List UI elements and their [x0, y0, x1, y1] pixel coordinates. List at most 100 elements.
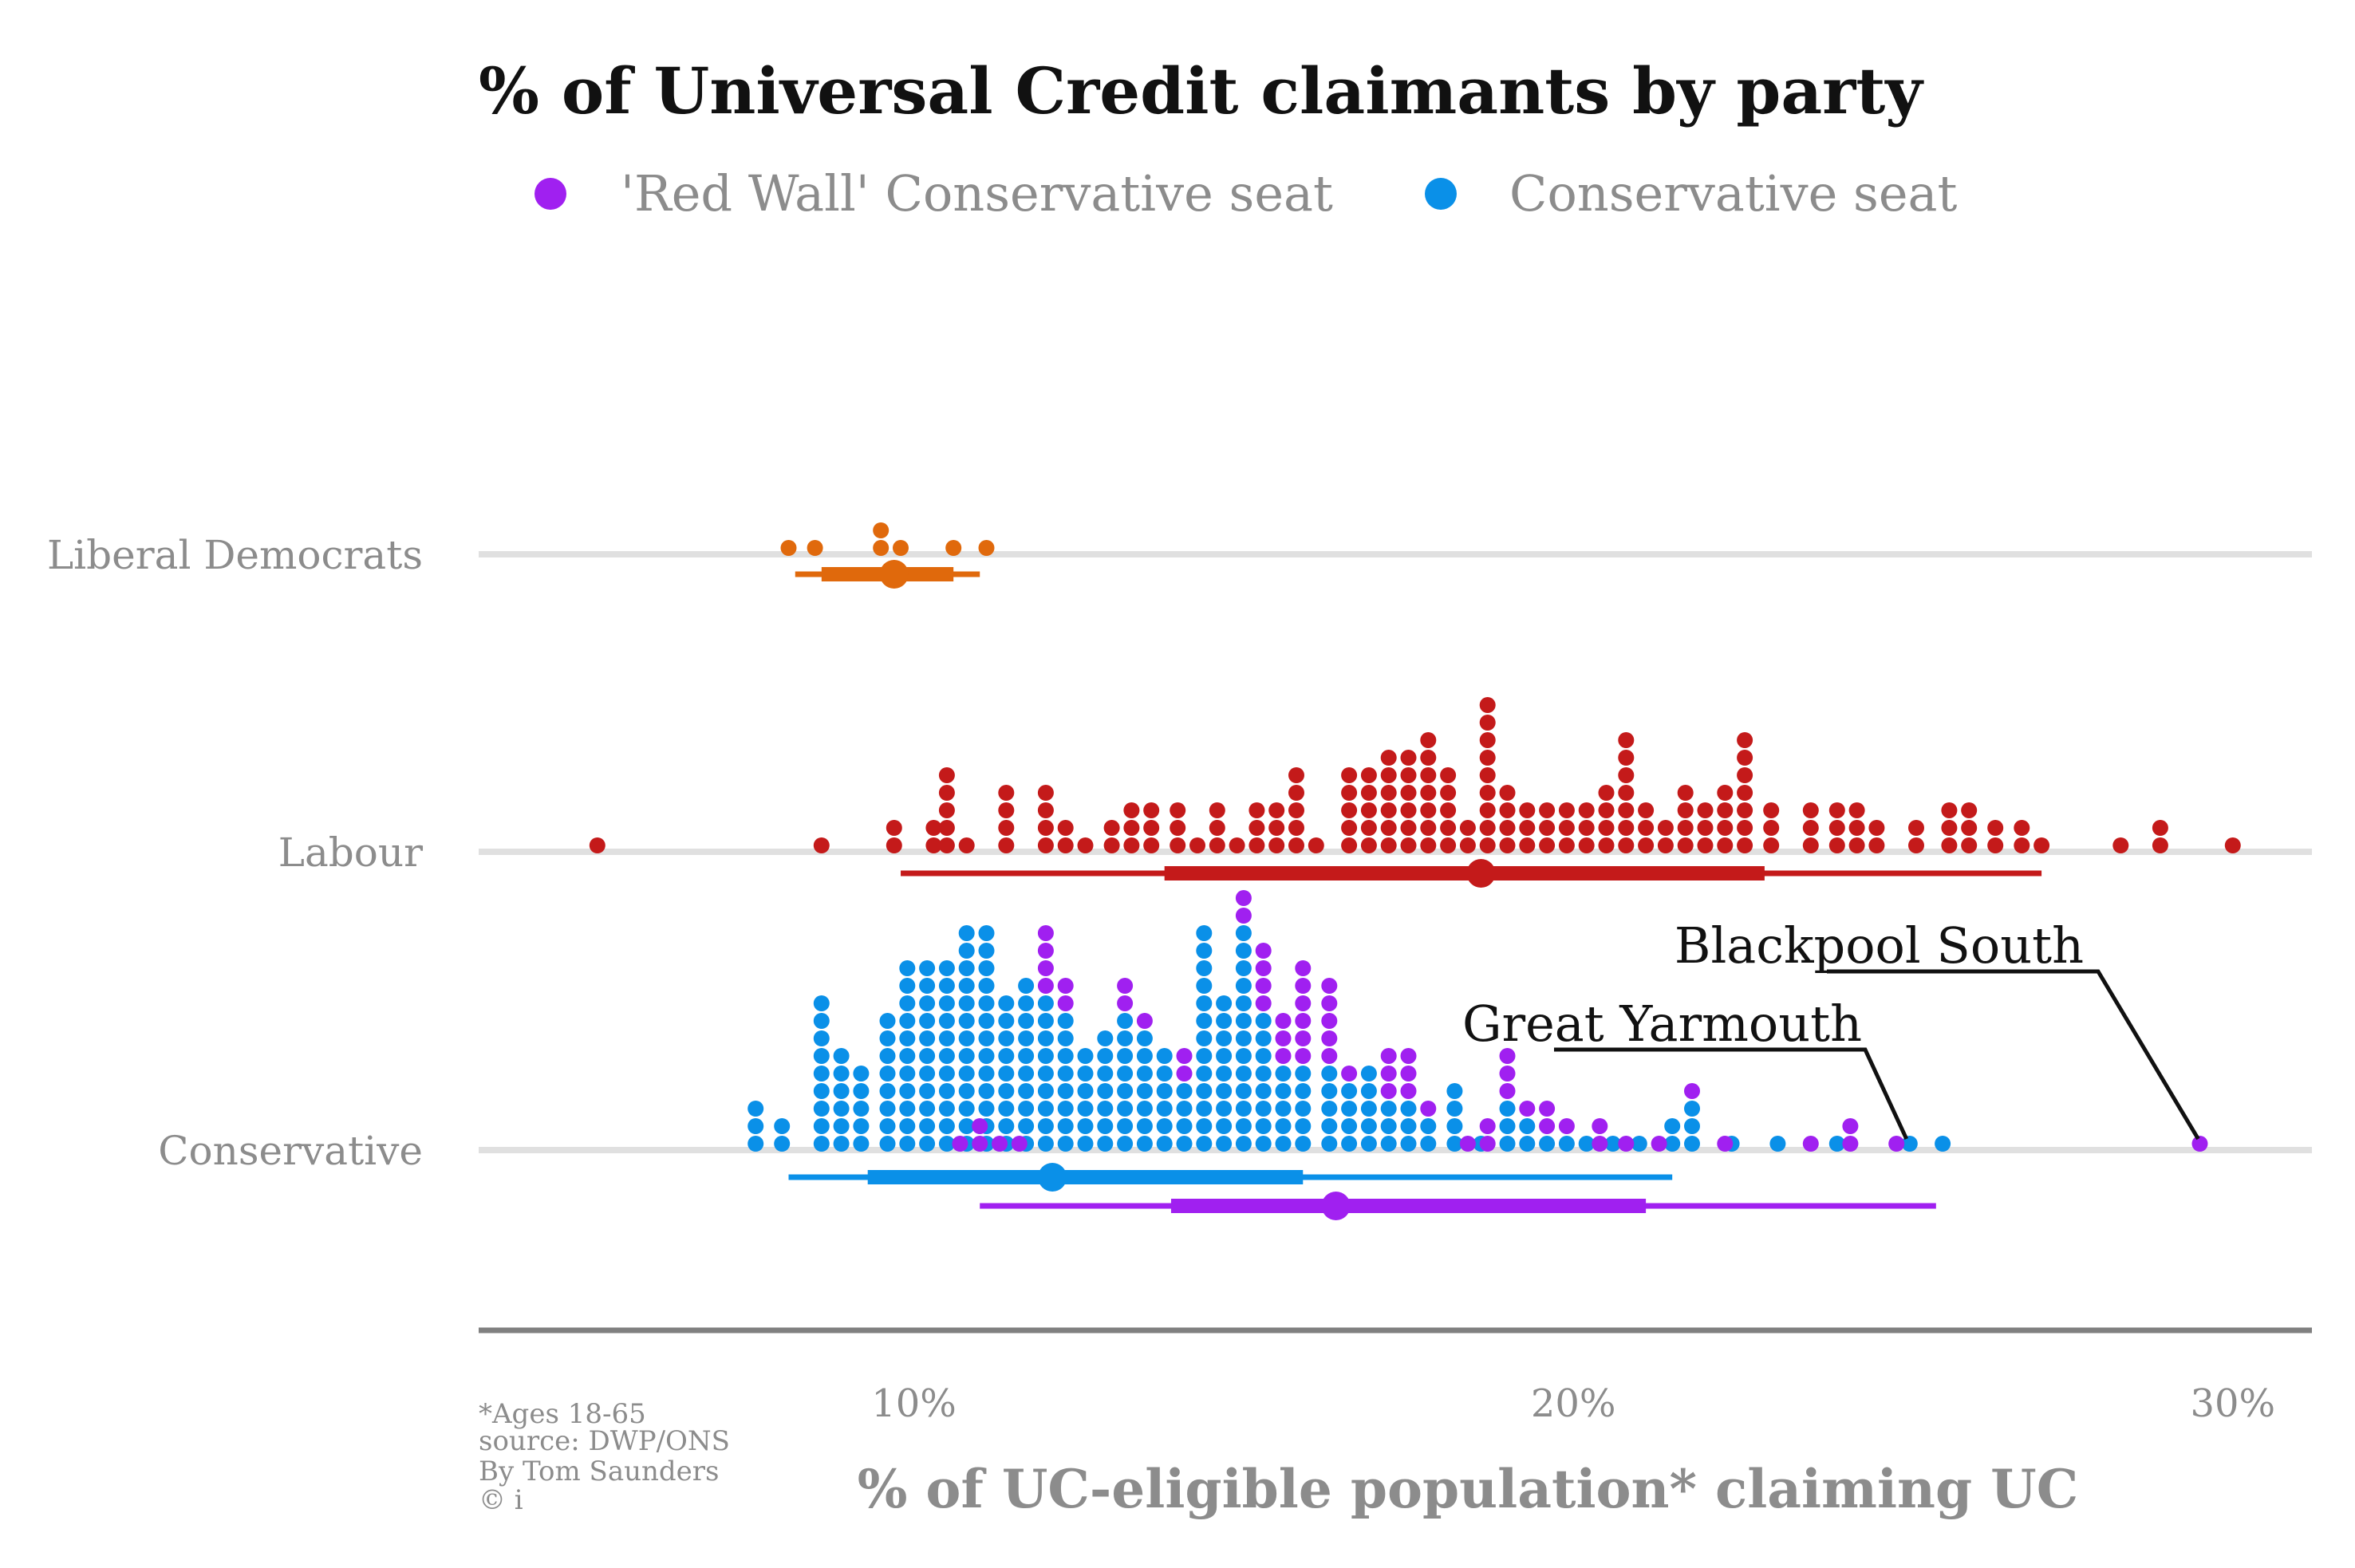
dot-conservative	[1275, 1136, 1292, 1152]
dot-conservative	[1380, 1066, 1397, 1081]
dot-conservative	[1295, 995, 1312, 1011]
dot-conservative	[1018, 1066, 1035, 1081]
dot-conservative	[958, 1118, 975, 1134]
dot-conservative	[1295, 978, 1312, 994]
dot-labour	[1380, 820, 1397, 836]
dot-labour	[1539, 837, 1556, 853]
dot-conservative	[1360, 1083, 1377, 1099]
dot-labour	[1459, 837, 1476, 853]
dot-liberal-democrats	[873, 522, 890, 538]
dot-conservative	[1235, 1048, 1252, 1064]
dot-conservative	[1558, 1118, 1575, 1134]
dot-conservative	[1196, 1083, 1213, 1099]
dot-labour	[1479, 837, 1496, 853]
dot-labour	[1360, 767, 1377, 783]
dot-conservative	[1275, 1048, 1292, 1064]
dot-labour	[1657, 820, 1674, 836]
dot-labour	[1697, 820, 1714, 836]
series-liberal-democrats	[780, 522, 995, 556]
dot-conservative	[1018, 1048, 1035, 1064]
dot-conservative	[1018, 1013, 1035, 1029]
dot-conservative	[813, 1118, 830, 1134]
dot-labour	[1380, 767, 1397, 783]
dot-conservative	[919, 1030, 936, 1046]
dot-labour	[938, 837, 955, 853]
dot-conservative	[1176, 1083, 1193, 1099]
dot-conservative	[1295, 1136, 1312, 1152]
dot-conservative	[1499, 1118, 1516, 1134]
dot-conservative	[958, 943, 975, 959]
dot-conservative	[1275, 1083, 1292, 1099]
dot-conservative	[1196, 1066, 1213, 1081]
dot-labour	[1103, 820, 1120, 836]
dot-labour	[886, 837, 902, 853]
legend-label-red-wall: 'Red Wall' Conservative seat	[621, 164, 1333, 223]
dot-conservative	[978, 925, 995, 941]
dot-conservative	[978, 1101, 995, 1117]
dot-conservative	[1380, 1083, 1397, 1099]
interval-bars	[788, 560, 2042, 1220]
dot-labour	[1961, 802, 1978, 818]
dot-liberal-democrats	[978, 540, 995, 556]
dot-labour	[1697, 802, 1714, 818]
dot-conservative	[958, 995, 975, 1011]
dot-labour	[1268, 820, 1285, 836]
dot-conservative	[1321, 1048, 1338, 1064]
dot-conservative	[1519, 1101, 1536, 1117]
x-axis-label: % of UC-eligible population* claiming UC	[858, 1458, 2079, 1520]
dot-conservative	[938, 1083, 955, 1099]
dot-labour	[1229, 837, 1245, 853]
dot-conservative	[813, 1013, 830, 1029]
dot-conservative	[1255, 943, 1272, 959]
dot-conservative	[1117, 1136, 1134, 1152]
dot-conservative	[1295, 1048, 1312, 1064]
dot-labour	[1037, 785, 1054, 801]
dot-labour	[1288, 785, 1304, 801]
dot-conservative	[899, 1048, 916, 1064]
dot-conservative	[899, 1013, 916, 1029]
dot-labour	[2152, 820, 2168, 836]
dot-conservative	[1235, 1136, 1252, 1152]
dot-labour	[1717, 785, 1734, 801]
interval-median-dot	[1038, 1163, 1067, 1192]
chart-title: % of Universal Credit claimants by party	[479, 53, 1924, 128]
dot-conservative	[813, 1048, 830, 1064]
dot-labour	[1103, 837, 1120, 853]
dot-conservative	[1935, 1136, 1951, 1152]
dot-conservative	[1618, 1136, 1635, 1152]
dot-conservative	[899, 1066, 916, 1081]
dot-labour	[1941, 837, 1958, 853]
dot-conservative	[748, 1118, 764, 1134]
dot-conservative	[1196, 978, 1213, 994]
dot-conservative	[938, 960, 955, 976]
dot-conservative	[1235, 1030, 1252, 1046]
dot-conservative	[978, 1048, 995, 1064]
dot-labour	[1400, 767, 1417, 783]
dot-conservative	[1360, 1066, 1377, 1081]
dot-labour	[1123, 820, 1140, 836]
dot-conservative	[1235, 1101, 1252, 1117]
dot-labour	[1987, 837, 2004, 853]
dot-conservative	[1117, 1048, 1134, 1064]
dot-conservative	[1196, 1136, 1213, 1152]
dot-labour	[1440, 785, 1457, 801]
dot-conservative	[1235, 1118, 1252, 1134]
dot-conservative	[1057, 1136, 1074, 1152]
dot-labour	[1737, 802, 1753, 818]
dot-conservative	[1057, 978, 1074, 994]
dot-conservative	[899, 1136, 916, 1152]
dot-conservative	[919, 1013, 936, 1029]
dot-conservative	[938, 1118, 955, 1134]
dot-conservative	[938, 978, 955, 994]
dot-conservative	[1295, 1083, 1312, 1099]
dot-labour	[1288, 820, 1304, 836]
dot-conservative	[1592, 1136, 1608, 1152]
dot-conservative	[1176, 1066, 1193, 1081]
dot-conservative	[1037, 1118, 1054, 1134]
interval-median-dot	[1321, 1192, 1351, 1220]
dot-conservative	[1235, 908, 1252, 924]
dot-labour	[1170, 837, 1186, 853]
dot-labour	[1677, 785, 1694, 801]
dot-labour	[1420, 820, 1437, 836]
